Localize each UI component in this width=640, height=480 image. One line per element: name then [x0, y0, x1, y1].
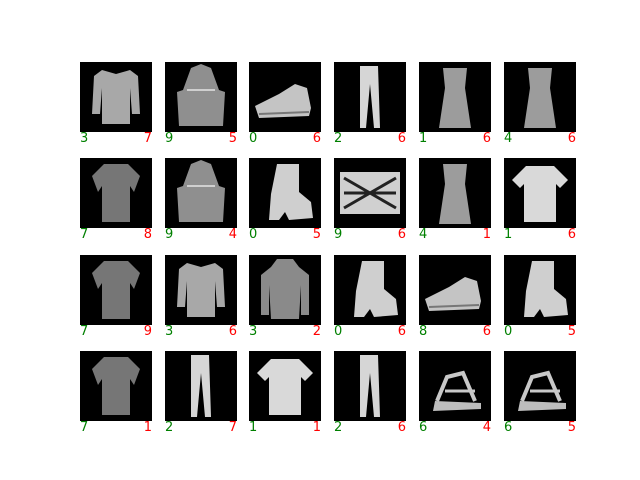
predicted-label: 6 [482, 131, 491, 146]
true-label: 2 [165, 420, 174, 435]
dress-image [419, 62, 491, 132]
dress-image [504, 62, 576, 132]
true-label: 4 [504, 131, 513, 146]
predicted-label: 6 [397, 131, 406, 146]
predicted-label: 5 [567, 324, 576, 339]
hoodie-image [249, 255, 321, 325]
true-label: 7 [80, 420, 89, 435]
predicted-label: 1 [482, 227, 491, 242]
predicted-label: 6 [397, 324, 406, 339]
true-label: 7 [80, 227, 89, 242]
true-label: 8 [419, 324, 428, 339]
ankle-boot-image [504, 255, 576, 325]
true-label: 3 [165, 324, 174, 339]
true-label: 1 [249, 420, 258, 435]
predicted-label: 4 [482, 420, 491, 435]
predicted-label: 6 [567, 131, 576, 146]
true-label: 3 [249, 324, 258, 339]
true-label: 9 [334, 227, 343, 242]
patterned-bag-image [334, 158, 406, 228]
sandal-image [504, 351, 576, 421]
predicted-label: 4 [228, 227, 237, 242]
predicted-label: 9 [143, 324, 152, 339]
true-label: 4 [419, 227, 428, 242]
shirt-image [80, 351, 152, 421]
predicted-label: 7 [228, 420, 237, 435]
predicted-label: 1 [143, 420, 152, 435]
long-sleeve-top-image [80, 62, 152, 132]
predicted-label: 6 [397, 227, 406, 242]
handbag-image [165, 158, 237, 228]
trousers-image [334, 351, 406, 421]
true-label: 3 [80, 131, 89, 146]
true-label: 2 [334, 131, 343, 146]
true-label: 0 [334, 324, 343, 339]
true-label: 9 [165, 227, 174, 242]
predicted-label: 1 [312, 420, 321, 435]
trousers-image [165, 351, 237, 421]
predicted-label: 8 [143, 227, 152, 242]
t-shirt-image [504, 158, 576, 228]
predicted-label: 5 [228, 131, 237, 146]
ankle-boot-image [334, 255, 406, 325]
true-label: 0 [249, 131, 258, 146]
trousers-image [334, 62, 406, 132]
true-label: 0 [504, 324, 513, 339]
shirt-image [80, 255, 152, 325]
sandal-image [419, 351, 491, 421]
predicted-label: 6 [482, 324, 491, 339]
shirt-image [80, 158, 152, 228]
t-shirt-image [249, 351, 321, 421]
true-label: 1 [419, 131, 428, 146]
predicted-label: 7 [143, 131, 152, 146]
true-label: 0 [249, 227, 258, 242]
true-label: 6 [419, 420, 428, 435]
predicted-label: 6 [397, 420, 406, 435]
predicted-label: 5 [567, 420, 576, 435]
long-sleeve-top-image [165, 255, 237, 325]
sneaker-image [249, 62, 321, 132]
true-label: 9 [165, 131, 174, 146]
true-label: 2 [334, 420, 343, 435]
handbag-image [165, 62, 237, 132]
ankle-boot-image [249, 158, 321, 228]
predicted-label: 5 [312, 227, 321, 242]
true-label: 1 [504, 227, 513, 242]
true-label: 7 [80, 324, 89, 339]
true-label: 6 [504, 420, 513, 435]
predicted-label: 6 [228, 324, 237, 339]
predicted-label: 6 [312, 131, 321, 146]
dress-image [419, 158, 491, 228]
sneaker-image [419, 255, 491, 325]
predicted-label: 6 [567, 227, 576, 242]
predicted-label: 2 [312, 324, 321, 339]
